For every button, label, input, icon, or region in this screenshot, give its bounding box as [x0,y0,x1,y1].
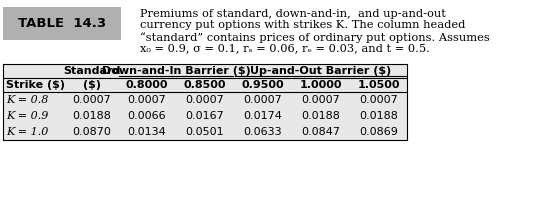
Text: 0.0007: 0.0007 [128,95,166,105]
Text: 0.0007: 0.0007 [244,95,282,105]
Text: 0.0870: 0.0870 [73,127,112,137]
Text: ($): ($) [83,80,101,90]
Text: 1.0000: 1.0000 [300,80,342,90]
Text: 0.0134: 0.0134 [128,127,166,137]
Text: 0.8000: 0.8000 [126,80,168,90]
Text: 0.8500: 0.8500 [184,80,226,90]
Text: 0.0007: 0.0007 [359,95,398,105]
Text: “standard” contains prices of ordinary put options. Assumes: “standard” contains prices of ordinary p… [140,32,490,43]
Text: 0.0007: 0.0007 [301,95,340,105]
Text: Standard: Standard [63,66,120,76]
Text: TABLE  14.3: TABLE 14.3 [18,17,106,30]
Text: Up-and-Out Barrier ($): Up-and-Out Barrier ($) [250,66,391,76]
Text: K = 0.9: K = 0.9 [6,111,48,121]
Text: 0.0501: 0.0501 [186,127,224,137]
Bar [3,64,407,140]
Text: 0.0174: 0.0174 [244,111,282,121]
Text: Down-and-In Barrier ($): Down-and-In Barrier ($) [102,66,250,76]
Text: Strike ($): Strike ($) [6,80,65,90]
Text: K = 1.0: K = 1.0 [6,127,48,137]
Text: 1.0500: 1.0500 [357,80,400,90]
Text: 0.0066: 0.0066 [128,111,166,121]
Text: 0.0007: 0.0007 [73,95,112,105]
Text: 0.0167: 0.0167 [185,111,224,121]
Text: x₀ = 0.9, σ = 0.1, rₛ = 0.06, rₑ = 0.03, and t = 0.5.: x₀ = 0.9, σ = 0.1, rₛ = 0.06, rₑ = 0.03,… [140,43,430,53]
Text: 0.0188: 0.0188 [301,111,340,121]
Text: 0.0188: 0.0188 [73,111,112,121]
Text: 0.0847: 0.0847 [301,127,341,137]
Text: 0.0007: 0.0007 [185,95,224,105]
Text: 0.0188: 0.0188 [359,111,398,121]
Text: K = 0.8: K = 0.8 [6,95,48,105]
Text: 0.9500: 0.9500 [241,80,284,90]
Text: Premiums of standard, down-and-in,  and up-and-out: Premiums of standard, down-and-in, and u… [140,9,446,19]
Text: currency put options with strikes K. The column headed: currency put options with strikes K. The… [140,21,466,31]
Text: 0.0869: 0.0869 [359,127,398,137]
Text: 0.0633: 0.0633 [244,127,282,137]
Bar [3,7,121,40]
